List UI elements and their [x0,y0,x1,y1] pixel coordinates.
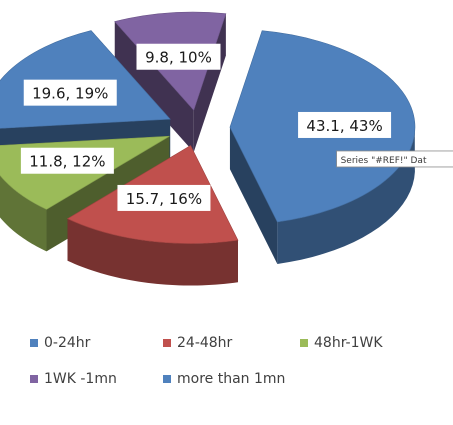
legend-label: 24-48hr [177,335,233,351]
data-label-box [298,111,392,138]
pie-plot-area: 43.1, 43% 15.7, 16% 11.8, 12% 19.6, 19% 9.8,… [0,11,453,286]
legend-row-1: 0-24hr 24-48hr 48hr-1WK [30,335,430,359]
chart-tooltip: Series "#REF!" Dat [336,150,453,168]
legend-label: 1WK -1mn [44,371,117,387]
legend-item-48hr-1wk[interactable]: 48hr-1WK [300,335,383,351]
data-label-box [136,43,221,70]
slice-wall [114,21,194,153]
data-label-text: 19.6, 19% [32,85,108,103]
slice-rim [0,175,47,252]
data-label: 9.8, 10% [136,43,221,70]
pie-slice-0-24hr[interactable] [229,30,416,264]
legend-item-more-than-1mn[interactable]: more than 1mn [163,371,285,387]
slice-wall [229,127,278,264]
data-label: 19.6, 19% [23,79,117,106]
legend-row-2: 1WK -1mn more than 1mn [30,371,430,395]
slice-rim [277,123,415,264]
tooltip-text: Series "#REF!" Dat [341,156,427,166]
legend-label: 0-24hr [44,335,91,351]
data-label-text: 43.1, 43% [306,117,382,135]
legend-swatch [163,339,171,347]
legend-item-24-48hr[interactable]: 24-48hr [163,335,232,351]
data-label: 11.8, 12% [20,147,114,174]
data-label-text: 9.8, 10% [145,49,212,67]
data-label-text: 15.7, 16% [126,190,202,208]
tooltip-box [336,150,453,168]
data-label-box [23,79,117,106]
data-label: 15.7, 16% [117,184,211,211]
legend-swatch [300,339,308,347]
data-label-box [20,147,114,174]
legend-swatch [30,339,38,347]
legend: 0-24hr 24-48hr 48hr-1WK 1WK -1mn more th… [30,335,430,407]
legend-label: 48hr-1WK [314,335,383,351]
legend-swatch [163,375,171,383]
data-label: 43.1, 43% [298,111,392,138]
data-label-text: 11.8, 12% [29,153,105,171]
slice-rim [67,218,238,286]
legend-item-0-24hr[interactable]: 0-24hr [30,335,90,351]
legend-item-1wk-1mn[interactable]: 1WK -1mn [30,371,117,387]
legend-swatch [30,375,38,383]
legend-label: more than 1mn [177,371,286,387]
data-label-box [117,184,211,211]
